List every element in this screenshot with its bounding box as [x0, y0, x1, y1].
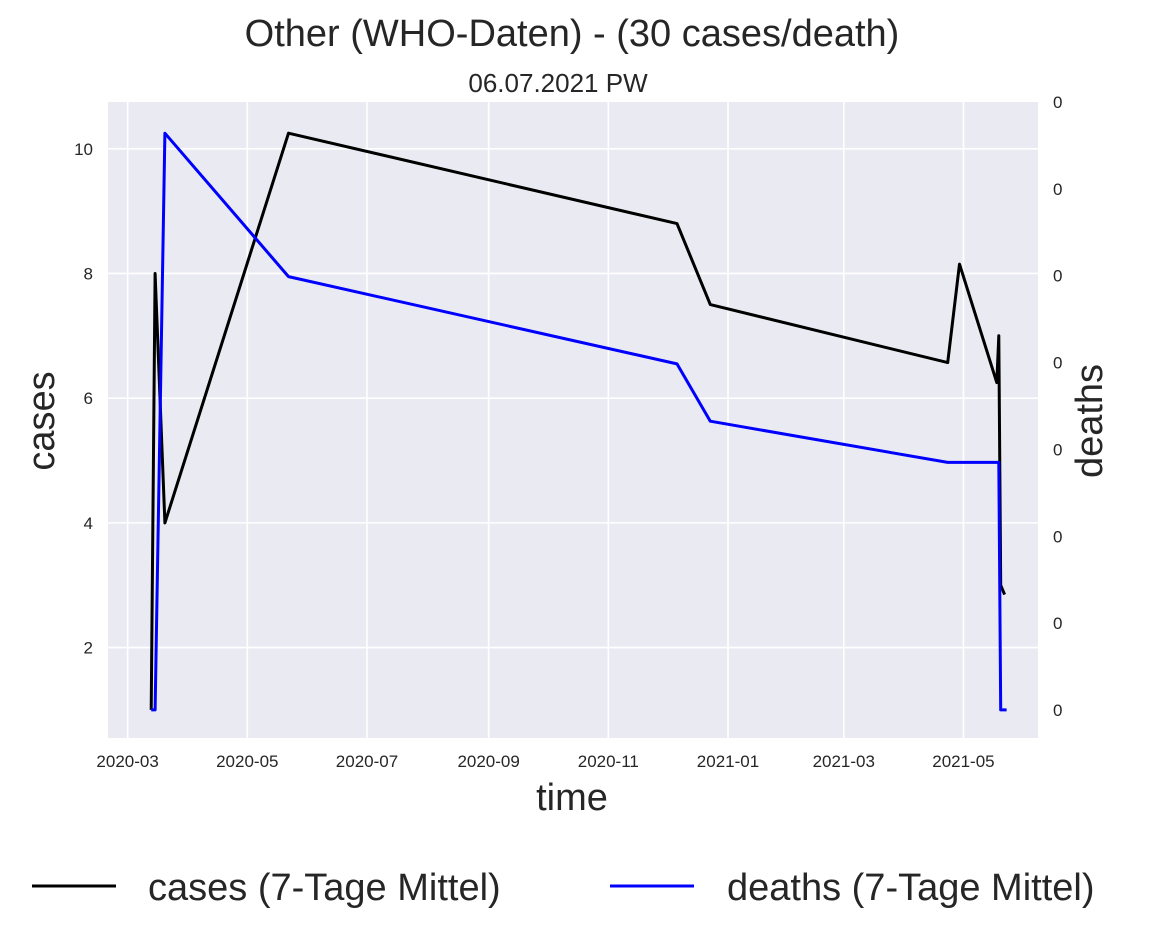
y-tick-label: 6 [84, 389, 93, 408]
x-tick-label: 2020-11 [578, 752, 639, 771]
y-right-axis-label: deaths [1069, 364, 1111, 478]
y-tick-label: 10 [74, 140, 93, 159]
legend: cases (7-Tage Mittel) deaths (7-Tage Mit… [32, 867, 1095, 909]
y-right-tick-label: 0 [1053, 267, 1062, 286]
x-tick-label: 2021-03 [813, 752, 875, 771]
x-tick-label: 2021-05 [932, 752, 994, 771]
x-axis-label: time [536, 777, 608, 819]
y-right-tick-label: 0 [1053, 440, 1062, 459]
y-right-tick-label: 0 [1053, 527, 1062, 546]
y-gridlines [108, 147, 1038, 649]
chart-subtitle: 06.07.2021 PW [468, 68, 648, 98]
x-tick-labels: 2020-03 2020-05 2020-07 2020-09 2020-11 2021-… [96, 752, 994, 771]
plot-area [108, 102, 1038, 738]
y-right-tick-label: 0 [1053, 354, 1062, 373]
y-right-tick-label: 0 [1053, 614, 1062, 633]
legend-label-cases: cases (7-Tage Mittel) [148, 867, 501, 909]
legend-label-deaths: deaths (7-Tage Mittel) [727, 867, 1095, 909]
y-tick-label: 8 [84, 264, 93, 283]
x-gridlines [126, 102, 965, 738]
y-right-tick-labels: 0 0 0 0 0 0 0 0 [1053, 93, 1062, 720]
chart-title: Other (WHO-Daten) - (30 cases/death) [245, 13, 900, 55]
y-right-tick-label: 0 [1053, 180, 1062, 199]
x-tick-label: 2020-07 [336, 752, 398, 771]
series-lines [149, 131, 1007, 712]
y-tick-label: 2 [84, 639, 93, 658]
y-tick-labels: 2 4 6 8 10 [74, 140, 93, 658]
y-right-tick-label: 0 [1053, 93, 1062, 112]
series-line-cases [149, 131, 1006, 710]
series-line-deaths [151, 131, 1007, 712]
x-tick-label: 2020-09 [457, 752, 519, 771]
x-tick-label: 2020-05 [216, 752, 278, 771]
x-tick-label: 2020-03 [96, 752, 158, 771]
y-tick-label: 4 [84, 514, 93, 533]
y-right-tick-label: 0 [1053, 701, 1062, 720]
x-tick-label: 2021-01 [697, 752, 759, 771]
y-axis-label: cases [21, 371, 63, 470]
